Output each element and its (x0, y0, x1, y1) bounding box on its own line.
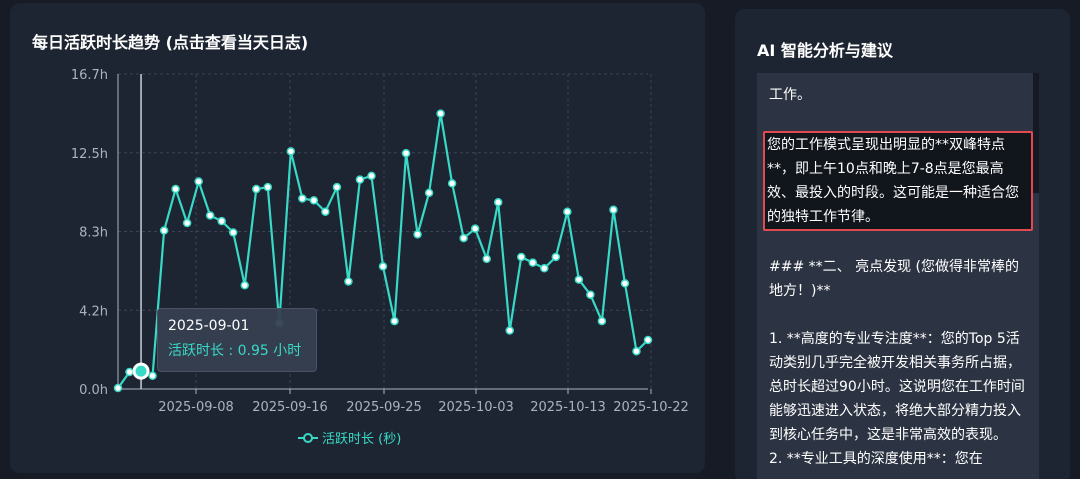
chart-tooltip: 2025-09-01 活跃时长 : 0.95 小时 (157, 308, 317, 372)
legend-line-icon (298, 432, 318, 443)
data-point (413, 230, 422, 239)
data-point (182, 218, 192, 228)
data-point (171, 184, 180, 194)
data-point (493, 198, 503, 207)
x-tick-label: 2025-09-08 (158, 400, 234, 415)
scrollbar[interactable] (1033, 73, 1039, 193)
data-point (482, 254, 491, 264)
analysis-paragraph: 工作。 (769, 87, 811, 103)
data-point (332, 182, 342, 192)
y-tick-label: 12.5h (71, 147, 108, 162)
data-point (620, 279, 630, 288)
y-tick-label: 4.2h (79, 304, 108, 319)
data-point (132, 362, 150, 380)
analysis-paragraph: 2. **专业工具的深度使用**：您在 (769, 451, 983, 467)
highlighted-paragraph: 您的工作模式呈现出明显的**双峰特点**，即上午10点和晚上7-8点是您最高效、… (763, 131, 1033, 231)
data-point (586, 290, 595, 299)
data-point (459, 233, 468, 243)
data-point (228, 228, 238, 237)
tooltip-value: 活跃时长 : 0.95 小时 (168, 343, 302, 359)
analysis-heading: ### **二、 亮点发现 (您做得非常棒的地方！)** (769, 259, 1020, 299)
tooltip-date: 2025-09-01 (168, 318, 250, 334)
x-tick-label: 2025-09-16 (252, 400, 328, 415)
data-point (632, 347, 641, 356)
x-tick-label: 2025-09-25 (346, 400, 422, 415)
data-point (240, 281, 249, 290)
data-point (424, 188, 434, 198)
data-point (113, 383, 123, 393)
data-point (609, 205, 618, 215)
data-point (563, 207, 572, 216)
data-point (205, 211, 215, 220)
data-point (367, 171, 376, 181)
chart-panel: 每日活跃时长趋势 (点击查看当天日志) 0.0h 4.2h 8.3h 12.5h 16.… (10, 3, 705, 473)
data-point (517, 252, 526, 262)
data-point (643, 335, 653, 345)
data-point (344, 277, 353, 286)
data-point (540, 264, 549, 273)
data-point (528, 258, 538, 267)
data-point (447, 179, 457, 188)
x-tick-label: 2025-10-03 (438, 400, 514, 415)
legend-label: 活跃时长 (秒) (322, 432, 402, 447)
ai-analysis-panel: AI 智能分析与建议 工作。 您的工作模式呈现出明显的**双峰特点**，即上午1… (735, 9, 1070, 479)
data-point (217, 216, 226, 226)
data-point (125, 367, 134, 377)
data-point (298, 194, 307, 203)
data-point (309, 196, 319, 205)
y-tick-label: 8.3h (79, 226, 108, 241)
data-point (401, 148, 411, 158)
x-tick-label: 2025-10-13 (530, 400, 606, 415)
data-point (551, 252, 561, 262)
data-point (194, 177, 203, 186)
chart-legend[interactable]: 活跃时长 (秒) (298, 428, 401, 447)
data-point (470, 224, 480, 233)
x-tick-label: 2025-10-22 (613, 400, 689, 415)
analysis-paragraph: 1. **高度的专业专注度**：您的Top 5活动类别几乎完全被开发相关事务所占… (769, 331, 1025, 443)
data-point (378, 262, 388, 271)
data-point (286, 147, 296, 156)
data-point (159, 226, 169, 235)
data-point (597, 316, 607, 326)
data-point (436, 109, 445, 118)
data-point (252, 184, 261, 194)
data-point (148, 371, 157, 381)
data-point (263, 182, 273, 192)
ai-analysis-content[interactable]: 工作。 您的工作模式呈现出明显的**双峰特点**，即上午10点和晚上7-8点是您… (757, 73, 1039, 479)
chart-title: 每日活跃时长趋势 (点击查看当天日志) (32, 33, 309, 52)
data-point (574, 275, 584, 284)
ai-panel-title: AI 智能分析与建议 (757, 41, 893, 60)
data-point (321, 207, 330, 216)
data-point (505, 326, 514, 335)
y-tick-label: 16.7h (71, 68, 108, 83)
data-point (355, 175, 365, 184)
y-tick-label: 0.0h (79, 383, 108, 398)
data-point (390, 316, 399, 326)
line-chart[interactable]: 0.0h 4.2h 8.3h 12.5h 16.7h 2025-09-08 2025-09-… (10, 3, 705, 473)
